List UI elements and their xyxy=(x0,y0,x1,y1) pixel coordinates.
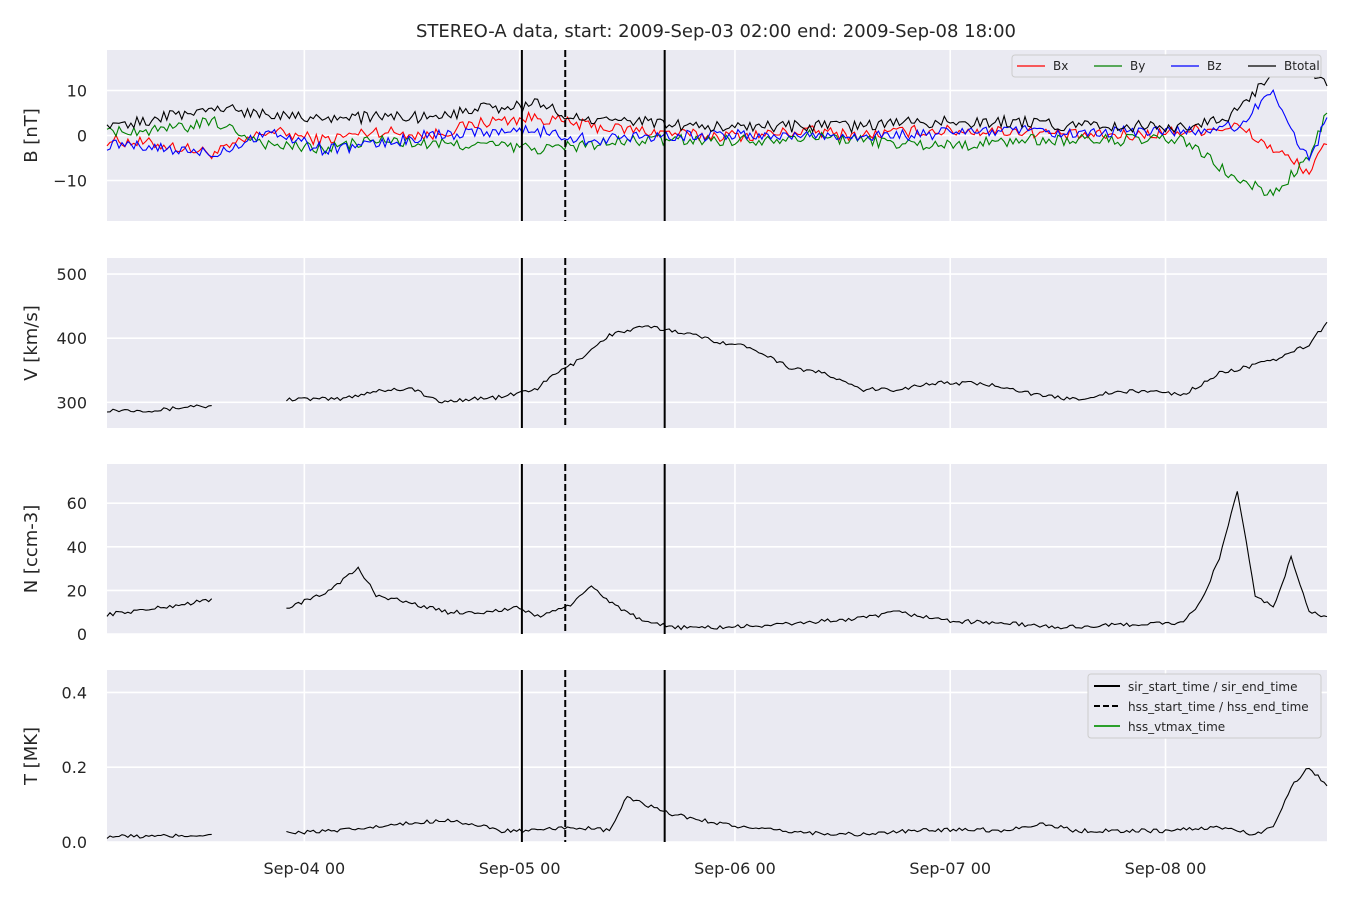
y-tick-label: 400 xyxy=(56,329,87,348)
y-tick-label: 0 xyxy=(77,127,87,146)
legend: sir_start_time / sir_end_time hss_start_t… xyxy=(1087,673,1322,739)
y-tick-label: −10 xyxy=(53,172,87,191)
y-axis-label: N [ccm-3] xyxy=(21,505,42,594)
x-tick-label: Sep-08 00 xyxy=(1125,859,1207,878)
x-tick-label: Sep-06 00 xyxy=(694,859,776,878)
legend-label: hss_start_time / hss_end_time xyxy=(1128,700,1309,714)
series-by-line xyxy=(106,112,1328,197)
legend-label-bx: Bx xyxy=(1053,59,1068,73)
y-tick-label: 0.0 xyxy=(62,833,87,852)
legend-label: sir_start_time / sir_end_time xyxy=(1128,680,1298,694)
y-tick-label: 300 xyxy=(56,393,87,412)
series-bx-line xyxy=(106,110,1328,176)
x-tick-label: Sep-07 00 xyxy=(909,859,991,878)
y-tick-label: 0 xyxy=(77,625,87,644)
y-tick-label: 0.2 xyxy=(62,758,87,777)
y-tick-label: 20 xyxy=(67,581,87,600)
series-v-line xyxy=(106,321,1328,413)
y-axis-label: T [MK] xyxy=(21,727,42,786)
y-axis-label: B [nT] xyxy=(21,108,42,163)
y-tick-label: 0.4 xyxy=(62,683,87,702)
series-bz-line xyxy=(106,88,1328,162)
y-tick-label: 60 xyxy=(67,494,87,513)
legend-label: hss_vtmax_time xyxy=(1128,720,1225,734)
y-tick-label: 500 xyxy=(56,265,87,284)
legend: Bx By Bz Btotal xyxy=(1011,54,1322,78)
panel-3: 0 20 40 60 N [ccm-3] xyxy=(21,464,1328,644)
y-tick-label: 10 xyxy=(67,82,87,101)
plot-area xyxy=(107,464,1327,634)
panel-1: −10 0 10 B [nT] Bx By Bz Btotal xyxy=(21,50,1328,221)
panel-2: 300 400 500 V [km/s] xyxy=(21,258,1328,428)
legend-box xyxy=(1087,673,1322,739)
panel-4: 0.0 0.2 0.4 T [MK] sir_start_time / sir_end_… xyxy=(21,670,1328,852)
y-axis-label: V [km/s] xyxy=(21,305,42,380)
series-n-line xyxy=(106,491,1328,631)
series-btotal-line xyxy=(106,63,1328,135)
legend-label-bz: Bz xyxy=(1207,59,1222,73)
x-tick-label: Sep-04 00 xyxy=(263,859,345,878)
figure-title: STEREO-A data, start: 2009-Sep-03 02:00 … xyxy=(416,21,1016,42)
legend-box xyxy=(1011,54,1322,78)
legend-label-by: By xyxy=(1130,59,1145,73)
series-t-line xyxy=(106,767,1328,839)
x-tick-label: Sep-05 00 xyxy=(479,859,561,878)
legend-label-btotal: Btotal xyxy=(1284,59,1320,73)
y-tick-label: 40 xyxy=(67,538,87,557)
